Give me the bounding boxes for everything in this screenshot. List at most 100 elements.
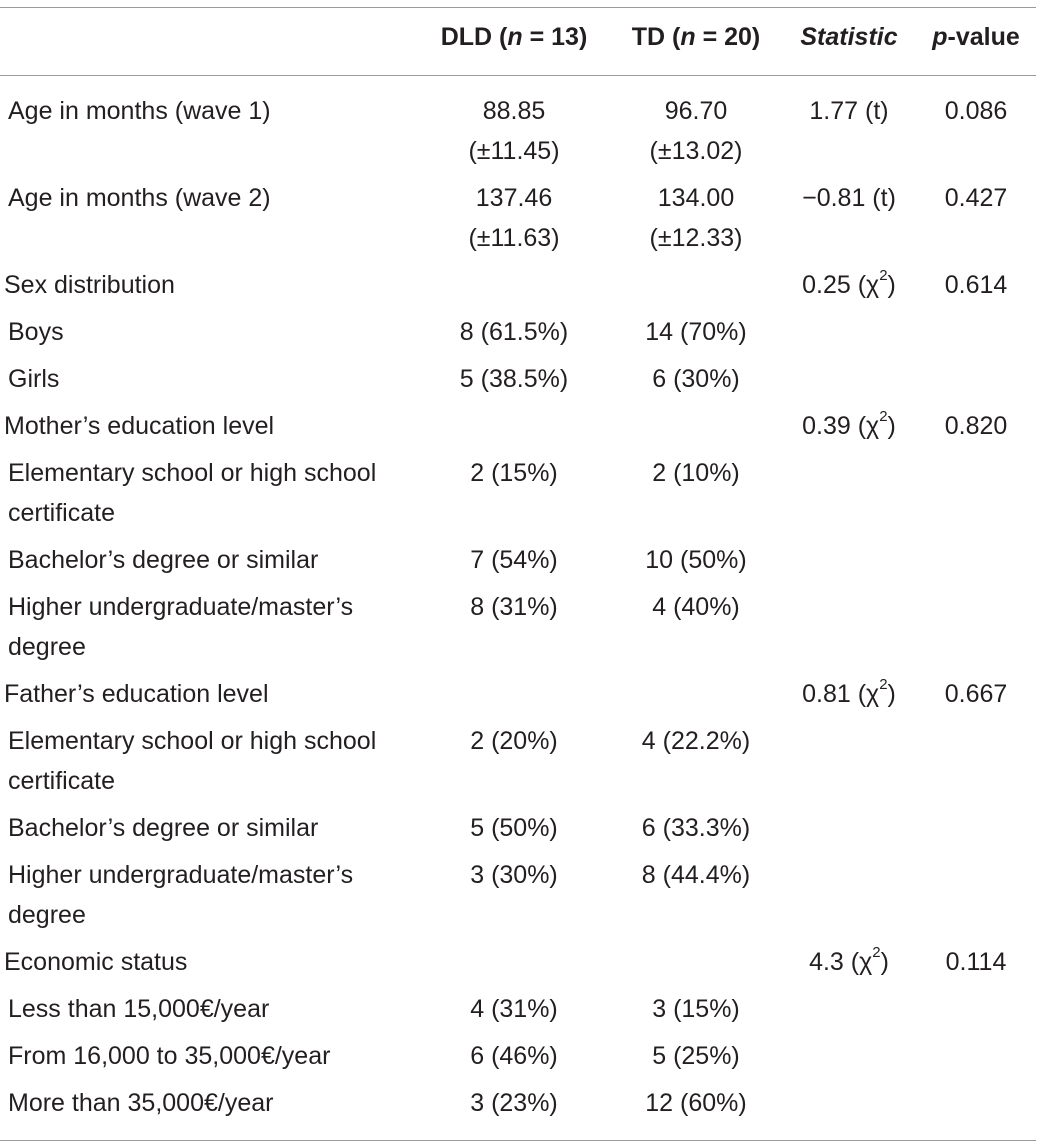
header-row: DLD (n = 13) TD (n = 20) Statistic p-val… [0, 0, 1036, 75]
p-value-cell [916, 852, 1036, 939]
row-label: Mother’s education level [4, 412, 275, 440]
dld-cell: 6 (46%) [418, 1033, 610, 1080]
header-td: TD (n = 20) [631, 23, 761, 51]
statistic-cell [782, 537, 916, 584]
td-cell [610, 262, 782, 309]
dld-value: (±11.45) [468, 137, 560, 165]
row-label: Age in months (wave 2) [8, 184, 271, 212]
td-cell [610, 671, 782, 718]
td-value: (±13.02) [649, 137, 743, 165]
dld-cell [418, 939, 610, 986]
bottom-rule [0, 1140, 1036, 1141]
p-value-cell [916, 1080, 1036, 1127]
statistic-cell [782, 356, 916, 403]
header-label-col [0, 0, 418, 75]
td-cell: 134.00 (±12.33) [610, 175, 782, 262]
td-cell [610, 403, 782, 450]
statistic-cell: 0.81 (χ2) [782, 671, 916, 718]
table-row: Bachelor’s degree or similar 5 (50%) 6 (33… [0, 805, 1036, 852]
row-label: Elementary school or high school certifi… [8, 727, 377, 795]
statistic-cell [782, 986, 916, 1033]
row-label: Bachelor’s degree or similar [8, 814, 319, 842]
p-value-cell [916, 584, 1036, 671]
td-value: 6 (30%) [652, 365, 740, 393]
p-value-cell: 0.820 [944, 412, 1008, 440]
table-header: DLD (n = 13) TD (n = 20) Statistic p-val… [0, 0, 1036, 75]
dld-cell: 137.46 (±11.63) [418, 175, 610, 262]
dld-value: 137.46 [475, 184, 553, 212]
statistic-value: 1.77 (t) [809, 97, 889, 125]
row-label: More than 35,000€/year [8, 1089, 274, 1117]
dld-value: 88.85 [482, 97, 546, 125]
table-row: Bachelor’s degree or similar 7 (54%) 10 (5… [0, 537, 1036, 584]
statistic-close: ) [887, 412, 896, 440]
td-cell: 14 (70%) [610, 309, 782, 356]
dld-value: 4 (31%) [470, 995, 558, 1023]
td-value: 6 (33.3%) [641, 814, 751, 842]
top-rule [0, 7, 1036, 8]
dld-cell: 8 (61.5%) [418, 309, 610, 356]
td-value: 3 (15%) [652, 995, 740, 1023]
demographics-table: DLD (n = 13) TD (n = 20) Statistic p-val… [0, 0, 1036, 1127]
p-value-cell [916, 1033, 1036, 1080]
row-label: Bachelor’s degree or similar [8, 546, 319, 574]
statistic-cell [782, 1033, 916, 1080]
p-value-cell [916, 450, 1036, 537]
p-value-cell [916, 537, 1036, 584]
statistic-value: 0.39 (χ [802, 412, 880, 440]
td-value: 8 (44.4%) [641, 861, 751, 889]
dld-cell: 3 (30%) [418, 852, 610, 939]
p-value-cell [916, 309, 1036, 356]
td-value: 134.00 [657, 184, 735, 212]
td-cell: 96.70 (±13.02) [610, 75, 782, 175]
td-value: 4 (22.2%) [641, 727, 751, 755]
header-statistic: Statistic [800, 23, 898, 51]
dld-value: (±11.63) [468, 224, 560, 252]
dld-value: 6 (46%) [470, 1042, 558, 1070]
group-header-row: Father’s education level 0.81 (χ2) 0.667 [0, 671, 1036, 718]
row-label: Age in months (wave 1) [8, 97, 271, 125]
table-row: Higher undergraduate/master’s degree 8 (3… [0, 584, 1036, 671]
p-value-cell [916, 805, 1036, 852]
statistic-value: 0.25 (χ [802, 271, 880, 299]
td-value: 10 (50%) [645, 546, 747, 574]
row-label: Sex distribution [4, 271, 175, 299]
row-label: Boys [8, 318, 64, 346]
row-label: Girls [8, 365, 60, 393]
dld-cell: 5 (38.5%) [418, 356, 610, 403]
dld-cell: 4 (31%) [418, 986, 610, 1033]
td-cell: 4 (22.2%) [610, 718, 782, 805]
statistic-cell [782, 584, 916, 671]
table-row: More than 35,000€/year 3 (23%) 12 (60%) [0, 1080, 1036, 1127]
table-row: Less than 15,000€/year 4 (31%) 3 (15%) [0, 986, 1036, 1033]
dld-cell [418, 262, 610, 309]
td-cell: 3 (15%) [610, 986, 782, 1033]
group-header-row: Economic status 4.3 (χ2) 0.114 [0, 939, 1036, 986]
statistic-superscript: 2 [879, 407, 888, 425]
table-body: Age in months (wave 1) 88.85 (±11.45) 96.70… [0, 75, 1036, 1127]
td-cell: 8 (44.4%) [610, 852, 782, 939]
dld-cell: 8 (31%) [418, 584, 610, 671]
header-dld: DLD (n = 13) [440, 23, 588, 51]
dld-cell: 5 (50%) [418, 805, 610, 852]
statistic-cell: 1.77 (t) [782, 75, 916, 175]
statistic-superscript: 2 [879, 675, 888, 693]
table-row: Elementary school or high school certifi… [0, 718, 1036, 805]
table-row: Higher undergraduate/master’s degree 3 (3… [0, 852, 1036, 939]
statistic-value: 4.3 (χ [809, 948, 873, 976]
statistic-cell: 0.39 (χ2) [782, 403, 916, 450]
header-rule [0, 75, 1036, 76]
row-label: From 16,000 to 35,000€/year [8, 1042, 331, 1070]
row-label: Higher undergraduate/master’s degree [8, 861, 354, 929]
row-label: Economic status [4, 948, 188, 976]
dld-value: 5 (38.5%) [459, 365, 569, 393]
row-label: Father’s education level [4, 680, 269, 708]
dld-cell: 88.85 (±11.45) [418, 75, 610, 175]
table-row: Elementary school or high school certifi… [0, 450, 1036, 537]
td-cell: 5 (25%) [610, 1033, 782, 1080]
statistic-value: 0.81 (χ [802, 680, 880, 708]
dld-value: 3 (23%) [470, 1089, 558, 1117]
table-row: Age in months (wave 2) 137.46 (±11.63) 134.… [0, 175, 1036, 262]
dld-cell [418, 403, 610, 450]
p-value-cell: 0.427 [944, 184, 1008, 212]
